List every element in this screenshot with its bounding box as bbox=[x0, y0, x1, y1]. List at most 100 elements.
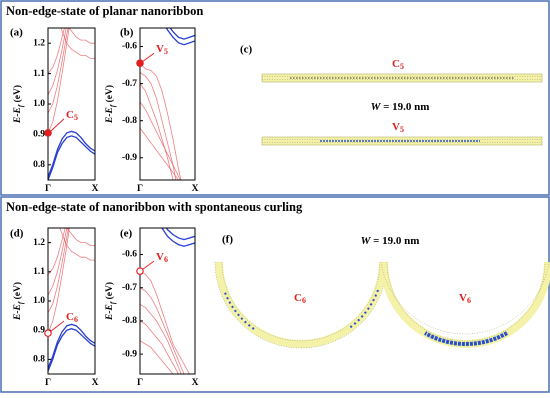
label-sub: f bbox=[109, 104, 117, 107]
ribbon-top bbox=[261, 73, 543, 83]
plot bbox=[48, 28, 95, 180]
state-marker bbox=[136, 267, 144, 275]
label-text: V bbox=[156, 251, 164, 263]
state-marker bbox=[44, 129, 52, 137]
y-tick-label: 1.2 bbox=[33, 38, 45, 48]
band-line bbox=[140, 287, 185, 374]
y-tick-label: 1.2 bbox=[33, 238, 45, 248]
label-unit: (eV) bbox=[104, 282, 115, 302]
band-line bbox=[48, 228, 69, 313]
band-line bbox=[140, 303, 182, 374]
panel-label: (a) bbox=[10, 27, 23, 39]
width-label: W = 19.0 nm bbox=[361, 235, 420, 247]
y-tick-label: -0.9 bbox=[122, 349, 137, 359]
label-text: C bbox=[294, 292, 302, 304]
width-text: = 19.0 nm bbox=[370, 235, 419, 247]
y-tick-label: 1.1 bbox=[33, 267, 45, 277]
x-tick-label: Γ bbox=[45, 378, 51, 388]
band-line bbox=[48, 28, 65, 74]
y-tick-label: -0.8 bbox=[122, 116, 137, 126]
x-tick-label: Γ bbox=[137, 378, 143, 388]
label-text: C bbox=[66, 311, 74, 323]
y-axis-label: E-Ef (eV) bbox=[12, 85, 24, 124]
state-label: C6 bbox=[66, 311, 78, 324]
state-label: C5 bbox=[66, 108, 78, 121]
y-tick-label: 0.8 bbox=[33, 355, 45, 365]
label-sub: 5 bbox=[74, 113, 78, 122]
panel-label: (d) bbox=[10, 228, 24, 240]
label-sub: f bbox=[17, 301, 25, 304]
bottom-frame bbox=[0, 196, 550, 393]
y-tick-label: 0.9 bbox=[33, 325, 45, 335]
plot bbox=[140, 28, 195, 180]
y-tick-label: -0.6 bbox=[122, 250, 137, 260]
band-line bbox=[140, 127, 180, 180]
x-tick-label: Γ bbox=[137, 184, 143, 194]
label-sub: f bbox=[17, 104, 25, 107]
y-tick-label: -0.9 bbox=[122, 153, 137, 163]
plot-frame bbox=[139, 227, 196, 375]
band-line bbox=[48, 228, 66, 275]
state-label: C6 bbox=[294, 292, 306, 305]
band-line bbox=[140, 320, 179, 374]
band-line bbox=[140, 62, 182, 180]
state-marker bbox=[44, 329, 52, 337]
label-sub: 6 bbox=[164, 255, 168, 264]
label-text: V bbox=[392, 121, 400, 133]
plot bbox=[140, 228, 195, 374]
label-sub: 6 bbox=[302, 296, 306, 305]
label-main: E-E bbox=[13, 107, 23, 124]
annotation-arrow bbox=[142, 52, 155, 62]
state-label: V5 bbox=[156, 43, 168, 56]
x-tick-label: X bbox=[192, 378, 199, 388]
section-title: Non-edge-state of planar nanoribbon bbox=[6, 4, 203, 18]
y-tick-label: 1.0 bbox=[33, 296, 45, 306]
x-tick-label: X bbox=[192, 184, 199, 194]
label-text: V bbox=[459, 292, 467, 304]
band-line bbox=[161, 228, 195, 247]
band-line bbox=[59, 228, 95, 261]
y-axis-label: E-Ef (eV) bbox=[104, 282, 116, 321]
label-sub: 6 bbox=[74, 315, 78, 324]
band-line bbox=[48, 228, 70, 334]
label-main: E-E bbox=[105, 304, 115, 321]
ribbon-bottom bbox=[261, 136, 543, 146]
panel-label: (c) bbox=[240, 44, 253, 56]
band-line bbox=[48, 28, 69, 114]
band-line bbox=[140, 340, 174, 374]
label-unit: (eV) bbox=[12, 85, 23, 105]
state-label: V6 bbox=[459, 292, 471, 305]
state-marker bbox=[136, 59, 144, 68]
annotation-arrow bbox=[50, 118, 65, 132]
band-line bbox=[48, 130, 95, 178]
y-tick-label: 1.1 bbox=[33, 69, 45, 79]
band-line bbox=[48, 228, 68, 296]
label-unit: (eV) bbox=[12, 282, 23, 302]
y-tick-label: 0.8 bbox=[33, 160, 45, 170]
band-line bbox=[140, 270, 190, 374]
y-tick-label: -0.6 bbox=[122, 42, 137, 52]
label-main: E-E bbox=[105, 107, 115, 124]
label-sub: 6 bbox=[467, 296, 471, 305]
label-sub: 5 bbox=[400, 62, 404, 71]
y-tick-label: 0.9 bbox=[33, 130, 45, 140]
label-sub: 5 bbox=[400, 125, 404, 134]
band-line bbox=[48, 28, 70, 134]
width-var: W bbox=[371, 101, 382, 113]
band-line bbox=[68, 28, 95, 44]
band-line bbox=[66, 228, 95, 246]
band-line bbox=[48, 135, 95, 180]
y-tick-label: -0.8 bbox=[122, 316, 137, 326]
panel-label: (f) bbox=[222, 234, 233, 246]
curled-ribbon-right bbox=[380, 261, 550, 348]
band-line bbox=[48, 323, 95, 369]
annotation-arrow bbox=[142, 260, 155, 270]
band-line bbox=[140, 83, 174, 180]
y-tick-label: 1.0 bbox=[33, 99, 45, 109]
state-label: V6 bbox=[156, 251, 168, 264]
label-unit: (eV) bbox=[104, 85, 115, 105]
label-text: V bbox=[156, 43, 164, 55]
label-main: E-E bbox=[13, 304, 23, 321]
x-tick-label: X bbox=[92, 378, 99, 388]
